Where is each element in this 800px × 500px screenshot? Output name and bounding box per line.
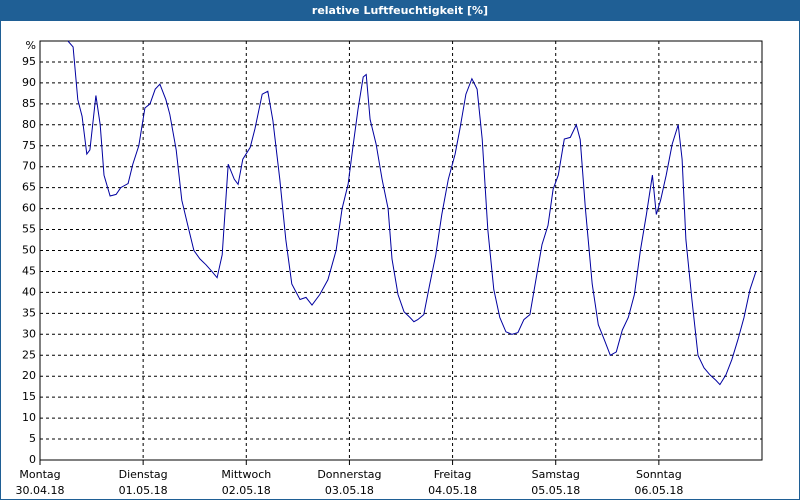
- y-tick-label: 90: [22, 76, 36, 89]
- x-tick-label: Freitag: [434, 468, 472, 481]
- plot-border: [39, 40, 763, 461]
- y-tick-label: 35: [22, 306, 36, 319]
- y-unit: %: [26, 39, 36, 52]
- x-tick-label: Samstag: [532, 468, 580, 481]
- x-tick-label: Donnerstag: [317, 468, 381, 481]
- y-tick-label: 70: [22, 160, 36, 173]
- y-tick-label: 5: [29, 432, 36, 445]
- y-tick-label: 55: [22, 223, 36, 236]
- x-tick-label: Montag: [19, 468, 60, 481]
- x-tick-label: 05.05.18: [531, 484, 580, 497]
- x-tick-label: 01.05.18: [119, 484, 168, 497]
- x-tick-label: Sonntag: [636, 468, 682, 481]
- x-tick-label: 30.04.18: [16, 484, 65, 497]
- y-tick-label: 60: [22, 202, 36, 215]
- title-bar: [0, 0, 800, 21]
- x-tick-label: Mittwoch: [221, 468, 271, 481]
- y-tick-label: 85: [22, 97, 36, 110]
- chart-title: relative Luftfeuchtigkeit [%]: [312, 4, 488, 17]
- y-tick-label: 25: [22, 348, 36, 361]
- humidity-line: [67, 40, 757, 386]
- x-tick-label: 02.05.18: [222, 484, 271, 497]
- y-tick-label: 50: [22, 244, 36, 257]
- y-tick-label: 20: [22, 369, 36, 382]
- y-tick-label: 45: [22, 264, 36, 277]
- x-tick-label: 06.05.18: [634, 484, 683, 497]
- y-tick-label: 10: [22, 411, 36, 424]
- y-tick-label: 15: [22, 390, 36, 403]
- y-tick-label: 30: [22, 327, 36, 340]
- x-tick-label: 04.05.18: [428, 484, 477, 497]
- y-tick-label: 0: [29, 453, 36, 466]
- y-tick-label: 75: [22, 139, 36, 152]
- x-tick-label: 03.05.18: [325, 484, 374, 497]
- y-tick-label: 80: [22, 118, 36, 131]
- y-tick-label: 40: [22, 285, 36, 298]
- y-tick-label: 65: [22, 181, 36, 194]
- y-tick-label: 95: [22, 55, 36, 68]
- x-tick-label: Dienstag: [119, 468, 168, 481]
